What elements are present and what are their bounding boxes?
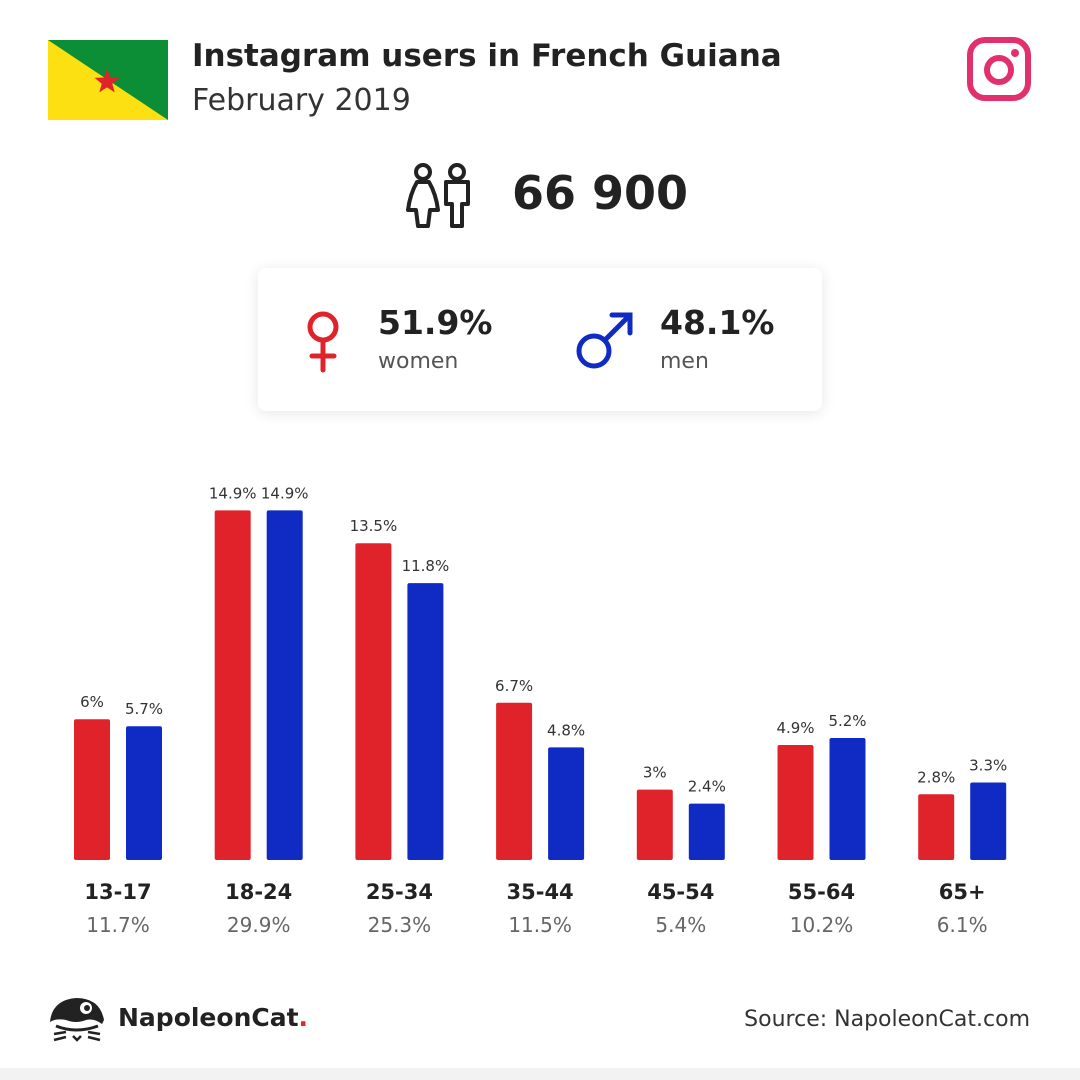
- bar-men-25-34: [407, 583, 444, 860]
- bar-women-55-64: [777, 745, 814, 860]
- male-symbol-icon: [576, 312, 633, 369]
- data-label-men-55-64: 5.2%: [828, 712, 866, 730]
- category-total-65+: 6.1%: [937, 913, 988, 937]
- data-label-women-65+: 2.8%: [917, 768, 955, 786]
- data-label-men-25-34: 11.8%: [402, 557, 450, 575]
- data-label-women-25-34: 13.5%: [350, 517, 398, 535]
- bar-men-35-44: [548, 747, 585, 860]
- total-users: 66 900: [512, 166, 689, 220]
- category-total-13-17: 11.7%: [86, 913, 150, 937]
- napoleoncat-logo-icon: [50, 998, 104, 1042]
- gender-card: [258, 268, 822, 411]
- bar-women-13-17: [74, 719, 110, 860]
- bar-women-35-44: [496, 702, 533, 860]
- men-percentage: 48.1%: [660, 303, 775, 342]
- category-label-45-54: 45-54: [647, 880, 714, 904]
- users-icon: [406, 163, 470, 228]
- category-total-18-24: 29.9%: [227, 913, 291, 937]
- category-total-45-54: 5.4%: [655, 913, 706, 937]
- data-label-women-35-44: 6.7%: [495, 677, 533, 695]
- brand-text: NapoleonCat: [118, 1003, 299, 1032]
- women-percentage: 51.9%: [378, 303, 493, 342]
- data-label-women-18-24: 14.9%: [209, 484, 257, 502]
- category-label-65+: 65+: [939, 880, 986, 904]
- bar-women-18-24: [214, 510, 251, 860]
- women-label: women: [378, 349, 459, 374]
- men-label: men: [660, 349, 709, 374]
- data-label-women-55-64: 4.9%: [776, 719, 814, 737]
- instagram-icon: [967, 37, 1031, 101]
- french-guiana-flag-icon: [48, 40, 168, 120]
- page-title: Instagram users in French Guiana: [192, 38, 782, 74]
- bar-women-25-34: [355, 543, 392, 860]
- data-label-men-35-44: 4.8%: [547, 721, 585, 739]
- data-label-men-13-17: 5.7%: [125, 700, 163, 718]
- category-label-55-64: 55-64: [788, 880, 855, 904]
- category-total-55-64: 10.2%: [790, 913, 854, 937]
- bar-men-45-54: [688, 803, 725, 860]
- brand-name: NapoleonCat.: [118, 1003, 308, 1032]
- category-label-13-17: 13-17: [84, 880, 151, 904]
- source-credit: Source: NapoleonCat.com: [744, 1007, 1030, 1032]
- bar-men-55-64: [829, 737, 866, 860]
- data-label-men-65+: 3.3%: [969, 757, 1007, 775]
- page-subtitle: February 2019: [192, 83, 411, 118]
- data-label-men-18-24: 14.9%: [261, 484, 309, 502]
- category-total-35-44: 11.5%: [508, 913, 572, 937]
- category-label-18-24: 18-24: [225, 880, 292, 904]
- data-label-men-45-54: 2.4%: [688, 778, 726, 796]
- bar-women-45-54: [636, 789, 673, 860]
- bottom-band: [0, 1068, 1080, 1080]
- bar-men-18-24: [266, 510, 303, 860]
- data-label-women-13-17: 6%: [80, 693, 104, 711]
- bar-men-13-17: [126, 726, 162, 860]
- category-label-25-34: 25-34: [366, 880, 433, 904]
- bar-women-65+: [918, 794, 955, 860]
- bar-men-65+: [970, 782, 1007, 860]
- data-label-women-45-54: 3%: [643, 764, 667, 782]
- category-total-25-34: 25.3%: [368, 913, 432, 937]
- brand-dot: .: [298, 1003, 309, 1032]
- female-symbol-icon: [307, 311, 339, 373]
- category-label-35-44: 35-44: [507, 880, 574, 904]
